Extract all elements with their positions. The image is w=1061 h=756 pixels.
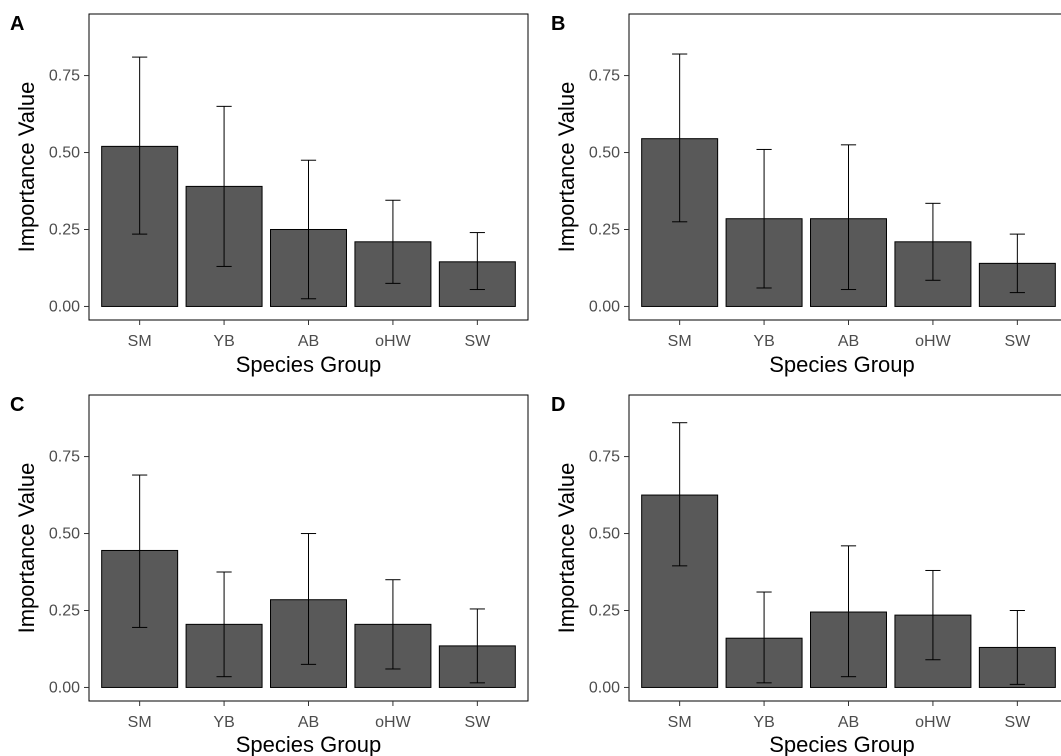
- x-tick-label: oHW: [375, 714, 411, 731]
- x-tick-label: oHW: [915, 714, 951, 731]
- y-tick-label: 0.75: [49, 449, 80, 466]
- error-bar-yb: [216, 105, 232, 267]
- y-tick-label: 0.00: [49, 298, 80, 315]
- x-tick-label: SW: [464, 714, 491, 731]
- y-tick-label: 0.75: [49, 68, 80, 85]
- x-tick-label: SW: [1004, 714, 1031, 731]
- y-tick-label: 0.25: [589, 221, 620, 238]
- panel-a: A 0.00 0.25 0.50 0.75 SM YB AB oHW SW Species Grou…: [10, 13, 529, 377]
- x-tick-label: AB: [838, 333, 859, 350]
- x-tick-label: AB: [838, 714, 859, 731]
- y-axis-title: Importance Value: [14, 82, 39, 253]
- y-tick-label: 0.75: [589, 449, 620, 466]
- error-bar-ohw: [925, 202, 941, 281]
- x-tick-label: oHW: [915, 333, 951, 350]
- y-tick-label: 0.00: [589, 298, 620, 315]
- panel-label: C: [10, 394, 24, 416]
- x-tick-label: AB: [298, 333, 319, 350]
- error-bar-sw: [469, 608, 485, 684]
- y-axis-title: Importance Value: [554, 463, 579, 634]
- x-tick-label: YB: [213, 714, 234, 731]
- y-tick-label: 0.25: [49, 602, 80, 619]
- error-bar-ab: [300, 159, 317, 300]
- error-bar-ohw: [385, 199, 401, 284]
- x-axis-title: Species Group: [769, 352, 915, 377]
- x-tick-label: AB: [298, 714, 319, 731]
- panel-d: D 0.00 0.25 0.50 0.75 SM YB AB oHW SW Species Grou…: [551, 394, 1061, 756]
- x-tick-label: YB: [213, 333, 234, 350]
- error-bar-sm: [672, 53, 688, 223]
- error-bar-yb: [216, 571, 232, 678]
- x-tick-label: SM: [128, 333, 152, 350]
- panel-b: B 0.00 0.25 0.50 0.75 SM YB AB oHW SW Species Grou…: [551, 13, 1061, 377]
- y-axis-title: Importance Value: [14, 463, 39, 634]
- x-tick-label: YB: [753, 714, 774, 731]
- x-axis-title: Species Group: [236, 732, 382, 756]
- panel-label: B: [551, 13, 565, 35]
- y-tick-label: 0.25: [49, 221, 80, 238]
- error-bar-yb: [756, 148, 772, 289]
- error-bar-ohw: [385, 579, 401, 670]
- panel-c: C 0.00 0.25 0.50 0.75 SM YB AB oHW SW Species Grou…: [10, 394, 529, 756]
- error-bar-ab: [300, 533, 317, 665]
- x-tick-label: oHW: [375, 333, 411, 350]
- error-bar-ab: [840, 545, 857, 678]
- y-tick-label: 0.50: [49, 145, 80, 162]
- y-tick-label: 0.00: [49, 679, 80, 696]
- x-tick-label: SM: [128, 714, 152, 731]
- y-tick-label: 0.50: [589, 526, 620, 543]
- y-tick-label: 0.00: [589, 679, 620, 696]
- panel-label: A: [10, 13, 24, 35]
- error-bar-sm: [672, 422, 688, 567]
- error-bar-sm: [132, 56, 148, 235]
- y-tick-label: 0.50: [589, 145, 620, 162]
- y-tick-label: 0.25: [589, 602, 620, 619]
- x-tick-label: SM: [668, 333, 692, 350]
- error-bar-sm: [132, 474, 148, 628]
- x-axis-title: Species Group: [769, 732, 915, 756]
- error-bar-sw: [1009, 609, 1025, 685]
- y-axis-title: Importance Value: [554, 82, 579, 253]
- error-bar-ohw: [925, 569, 941, 661]
- x-tick-label: YB: [753, 333, 774, 350]
- error-bar-sw: [469, 232, 485, 291]
- y-tick-label: 0.75: [589, 68, 620, 85]
- error-bar-yb: [756, 591, 772, 684]
- x-tick-label: SW: [464, 333, 491, 350]
- x-tick-label: SM: [668, 714, 692, 731]
- y-tick-label: 0.50: [49, 526, 80, 543]
- panel-label: D: [551, 394, 565, 416]
- x-tick-label: SW: [1004, 333, 1031, 350]
- error-bar-sw: [1009, 233, 1025, 294]
- error-bar-ab: [840, 144, 857, 291]
- x-axis-title: Species Group: [236, 352, 382, 377]
